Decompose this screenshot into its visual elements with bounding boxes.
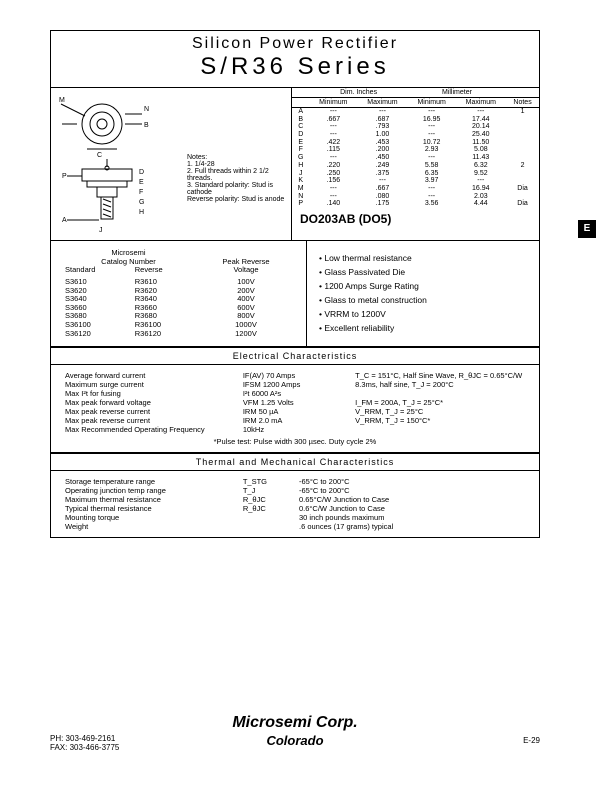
svg-text:E: E — [139, 179, 144, 186]
package-label: DO203AB (DO5) — [292, 208, 539, 230]
svg-text:B: B — [144, 122, 149, 129]
svg-text:M: M — [59, 97, 65, 104]
svg-text:N: N — [144, 106, 149, 113]
side-tab: E — [578, 220, 596, 238]
svg-text:A: A — [62, 217, 67, 224]
notes-block: Notes: 1. 1/4-28 2. Full threads within … — [183, 88, 291, 240]
page-number: E-29 — [523, 736, 540, 745]
therm-header: Thermal and Mechanical Characteristics — [51, 453, 539, 471]
svg-text:C: C — [97, 152, 102, 159]
therm-table: Storage temperature rangeT_STG-65°C to 2… — [51, 471, 539, 537]
elec-header: Electrical Characteristics — [51, 347, 539, 365]
svg-text:P: P — [62, 173, 67, 180]
package-diagram: M N B C P D — [51, 88, 183, 240]
svg-text:G: G — [139, 199, 144, 206]
svg-text:H: H — [139, 209, 144, 216]
svg-text:F: F — [139, 189, 143, 196]
company-logo: Microsemi Corp. Colorado — [50, 714, 540, 750]
catalog-table: Microsemi Catalog Number Peak Reverse St… — [51, 241, 307, 346]
title-line2: S/R36 Series — [51, 53, 539, 81]
svg-text:J: J — [99, 227, 103, 234]
svg-text:D: D — [139, 169, 144, 176]
features-list: • Low thermal resistance• Glass Passivat… — [307, 241, 539, 346]
title-line1: Silicon Power Rectifier — [51, 35, 539, 53]
dimension-table: Dim. Inches Millimeter Minimum Maximum M… — [291, 88, 539, 240]
elec-table: Average forward currentIF(AV) 70 AmpsT_C… — [51, 365, 539, 453]
contact-info: PH: 303-469-2161 FAX: 303-466-3775 — [50, 734, 119, 752]
